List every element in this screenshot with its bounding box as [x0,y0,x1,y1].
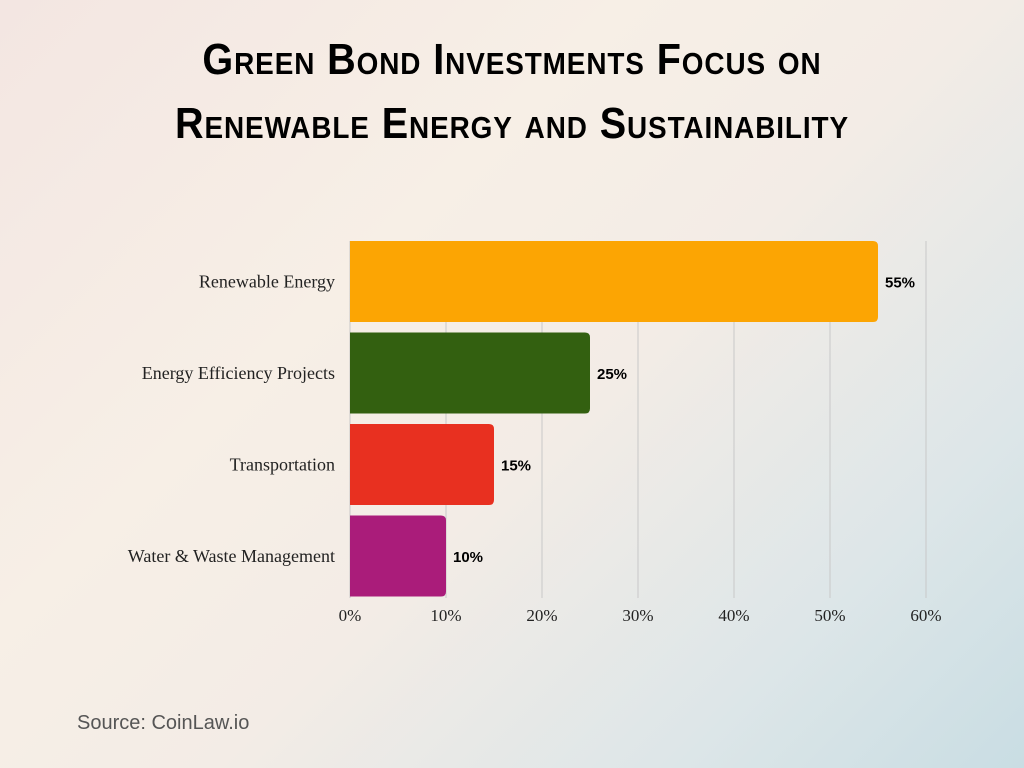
category-label: Renewable Energy [199,272,335,292]
bar [350,332,590,414]
x-tick-label: 10% [430,606,461,625]
category-label: Transportation [230,455,335,475]
x-tick-label: 40% [718,606,749,625]
data-label: 25% [597,366,627,383]
x-tick-label: 0% [339,606,362,625]
source-note: Source: CoinLaw.io [77,712,250,734]
x-tick-label: 30% [622,606,653,625]
data-label: 15% [501,458,531,475]
data-label: 55% [885,275,915,292]
bar [350,241,878,322]
chart-title: Green Bond Investments Focus on Renewabl… [51,28,973,156]
x-tick-label: 60% [910,606,941,625]
category-label: Energy Efficiency Projects [142,363,335,383]
title-line-2: Renewable Energy and Sustainability [175,99,849,148]
x-tick-label: 50% [814,606,845,625]
x-tick-label: 20% [526,606,557,625]
category-label: Water & Waste Management [128,546,335,566]
bar [350,515,446,597]
bar [350,424,494,505]
title-line-1: Green Bond Investments Focus on [202,35,822,84]
data-label: 10% [453,549,483,566]
